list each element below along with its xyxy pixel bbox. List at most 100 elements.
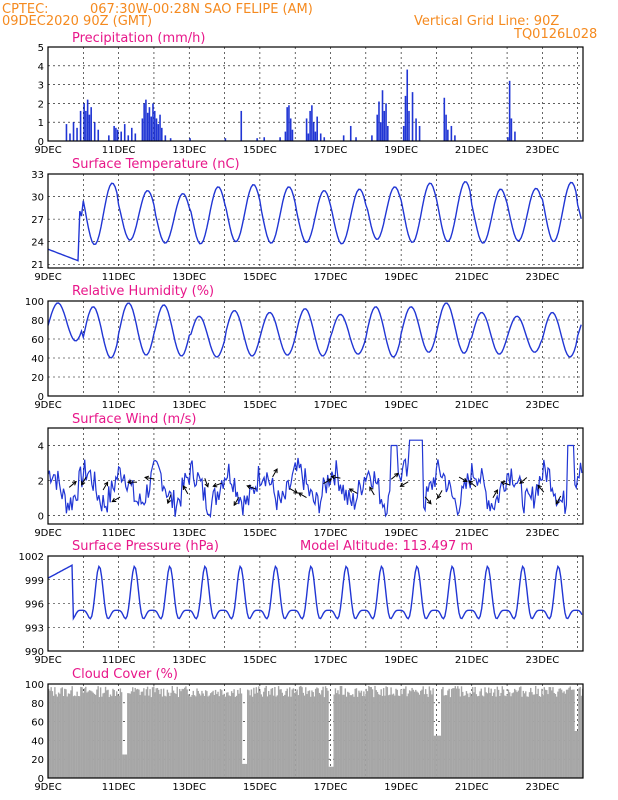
cloud-bar	[272, 695, 275, 778]
plot-frame	[47, 46, 584, 142]
cloud-bar	[127, 693, 129, 778]
cloud-bar	[423, 694, 426, 778]
cloud-bar	[224, 696, 227, 778]
precip-bar	[85, 110, 87, 141]
precip-bar	[305, 118, 308, 141]
cloud-bar	[228, 695, 230, 778]
cloud-bar	[439, 735, 442, 778]
series-area	[48, 302, 582, 359]
x-tick-label: 9DEC	[34, 145, 61, 156]
cloud-bar	[197, 690, 199, 778]
cloud-bar	[297, 695, 300, 778]
precip-bar	[97, 129, 100, 141]
precip-bar	[90, 107, 92, 141]
cloud-bar	[366, 691, 369, 778]
x-tick-label: 11DEC	[102, 528, 136, 539]
cloud-bar	[466, 693, 469, 778]
cloud-bar	[573, 689, 575, 778]
cloud-bar	[464, 695, 466, 778]
cloud-bar	[342, 694, 344, 778]
cloud-bar	[551, 690, 553, 778]
cloud-bar	[394, 695, 396, 778]
cloud-bar	[476, 696, 479, 778]
cloud-bar	[135, 689, 138, 778]
wind-arrow-head	[103, 481, 109, 487]
cloud-bar	[99, 687, 102, 778]
cloud-bar	[254, 693, 256, 778]
wind-arrow	[144, 476, 155, 480]
cloud-bar	[176, 686, 178, 778]
cloud-bar	[521, 696, 523, 778]
cloud-bar	[164, 695, 166, 778]
cloud-bar	[50, 687, 52, 778]
cloud-bar	[144, 695, 146, 778]
header-grid-note: Vertical Grid Line: 90Z	[414, 14, 559, 29]
wind-arrow	[555, 495, 562, 505]
cloud-bar	[48, 688, 50, 778]
cloud-bar	[207, 696, 209, 778]
wind-arrow	[519, 477, 528, 484]
wind-arrow-head	[212, 482, 218, 488]
cloud-bar	[539, 696, 542, 778]
precip-bar	[371, 135, 373, 141]
cloud-bar	[415, 689, 417, 778]
cloud-bar	[290, 696, 292, 778]
wind-arrow-head	[72, 480, 77, 486]
cloud-bar	[174, 693, 176, 778]
cloud-bar	[261, 696, 264, 778]
precip-bar	[115, 127, 117, 141]
cloud-bar	[78, 696, 81, 778]
cloud-bar	[475, 694, 478, 778]
cloud-bar	[221, 690, 223, 778]
cloud-bar	[525, 691, 527, 778]
cloud-bar	[206, 691, 208, 778]
x-tick-label: 9DEC	[34, 272, 61, 283]
precip-bar	[286, 107, 288, 141]
x-tick-label: 9DEC	[34, 528, 61, 539]
wind-arrow-head	[273, 468, 278, 474]
cloud-bar	[312, 692, 314, 778]
wind-arrow	[458, 476, 468, 482]
cloud-bar	[395, 688, 397, 778]
cloud-bar	[410, 691, 412, 778]
cloud-bar	[316, 687, 318, 778]
cloud-bar	[568, 687, 570, 778]
cloud-bar	[345, 696, 348, 778]
cloud-bar	[244, 763, 246, 778]
cloud-bar	[54, 687, 56, 778]
wind-arrow	[102, 481, 109, 491]
cloud-bar	[307, 691, 309, 778]
cloud-bar	[337, 690, 339, 778]
cloud-bar	[287, 696, 290, 778]
x-tick-label: 13DEC	[172, 400, 206, 411]
cloud-bar	[180, 691, 182, 778]
precip-bar	[153, 110, 156, 141]
cloud-bar	[359, 692, 361, 778]
cloud-bar	[234, 696, 237, 778]
precip-bar	[93, 122, 96, 141]
series-area	[48, 439, 583, 519]
precip-bar	[379, 122, 382, 141]
cloud-bar	[553, 692, 555, 778]
x-tick-label: 21DEC	[455, 655, 489, 666]
cloud-bar	[321, 690, 323, 778]
cloud-bar	[187, 694, 190, 778]
cloud-bar	[501, 686, 504, 778]
cloud-bar	[161, 696, 164, 778]
x-tick-label: 9DEC	[34, 655, 61, 666]
cloud-bar	[275, 696, 277, 778]
precip-bar	[72, 122, 75, 141]
x-tick-label: 15DEC	[243, 782, 277, 793]
cloud-bar	[459, 696, 461, 778]
cloud-bar	[489, 692, 491, 778]
cloud-bar	[445, 695, 448, 778]
cloud-bar	[496, 686, 499, 778]
precip-bar	[164, 135, 167, 141]
cloud-bar	[546, 690, 548, 778]
cloud-bar	[265, 685, 267, 778]
cloud-bar	[560, 689, 563, 778]
cloud-bar	[111, 696, 113, 778]
cloud-bar	[260, 694, 262, 778]
cloud-bar	[531, 692, 533, 778]
cloud-bar	[249, 695, 251, 778]
